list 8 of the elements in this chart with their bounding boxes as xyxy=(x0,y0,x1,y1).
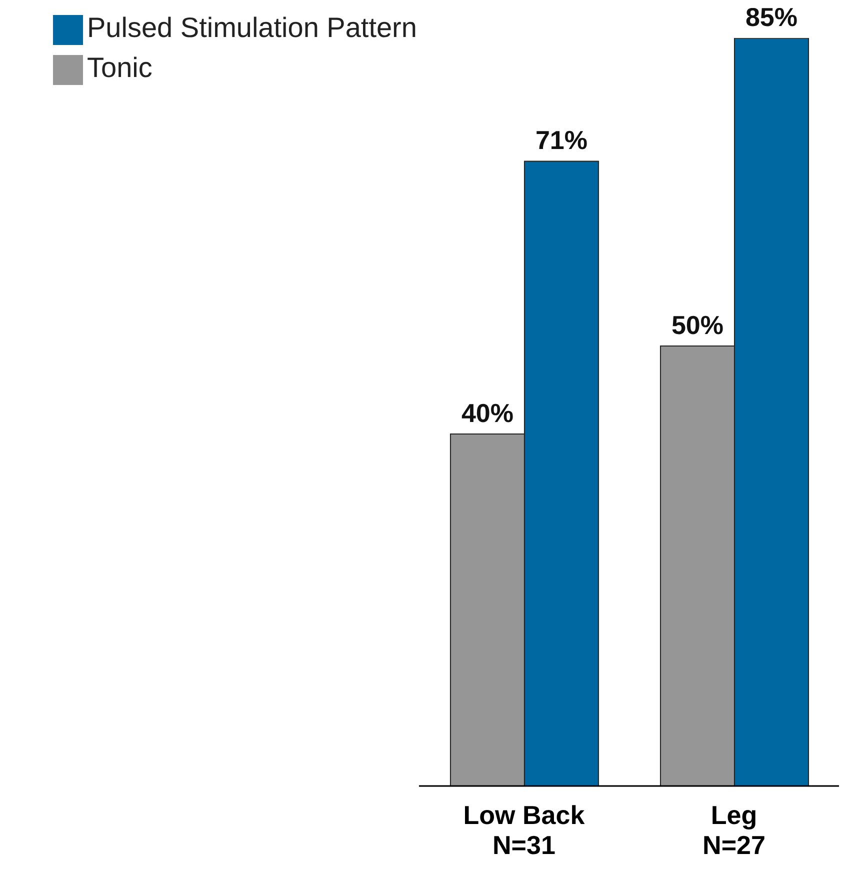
data-label: 40% xyxy=(461,398,514,428)
data-label: 50% xyxy=(671,310,724,340)
legend-label: Pulsed Stimulation Pattern xyxy=(87,12,417,43)
x-tick-label: Low Back N=31 xyxy=(463,800,586,860)
data-label: 85% xyxy=(745,2,798,32)
x-tick-label: Leg N=27 xyxy=(702,800,766,860)
legend-label: Tonic xyxy=(87,52,152,83)
data-label: 71% xyxy=(535,125,588,156)
